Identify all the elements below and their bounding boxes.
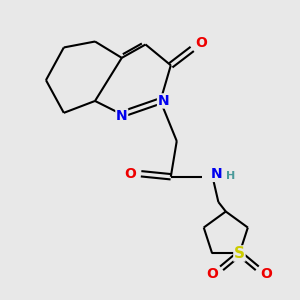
Text: N: N	[116, 109, 128, 123]
Text: O: O	[260, 267, 272, 281]
Text: N: N	[211, 167, 223, 182]
Text: N: N	[158, 94, 169, 108]
Text: H: H	[226, 171, 236, 181]
Text: O: O	[207, 267, 219, 281]
Text: O: O	[195, 36, 207, 50]
Text: S: S	[234, 246, 245, 261]
Text: O: O	[125, 167, 136, 181]
